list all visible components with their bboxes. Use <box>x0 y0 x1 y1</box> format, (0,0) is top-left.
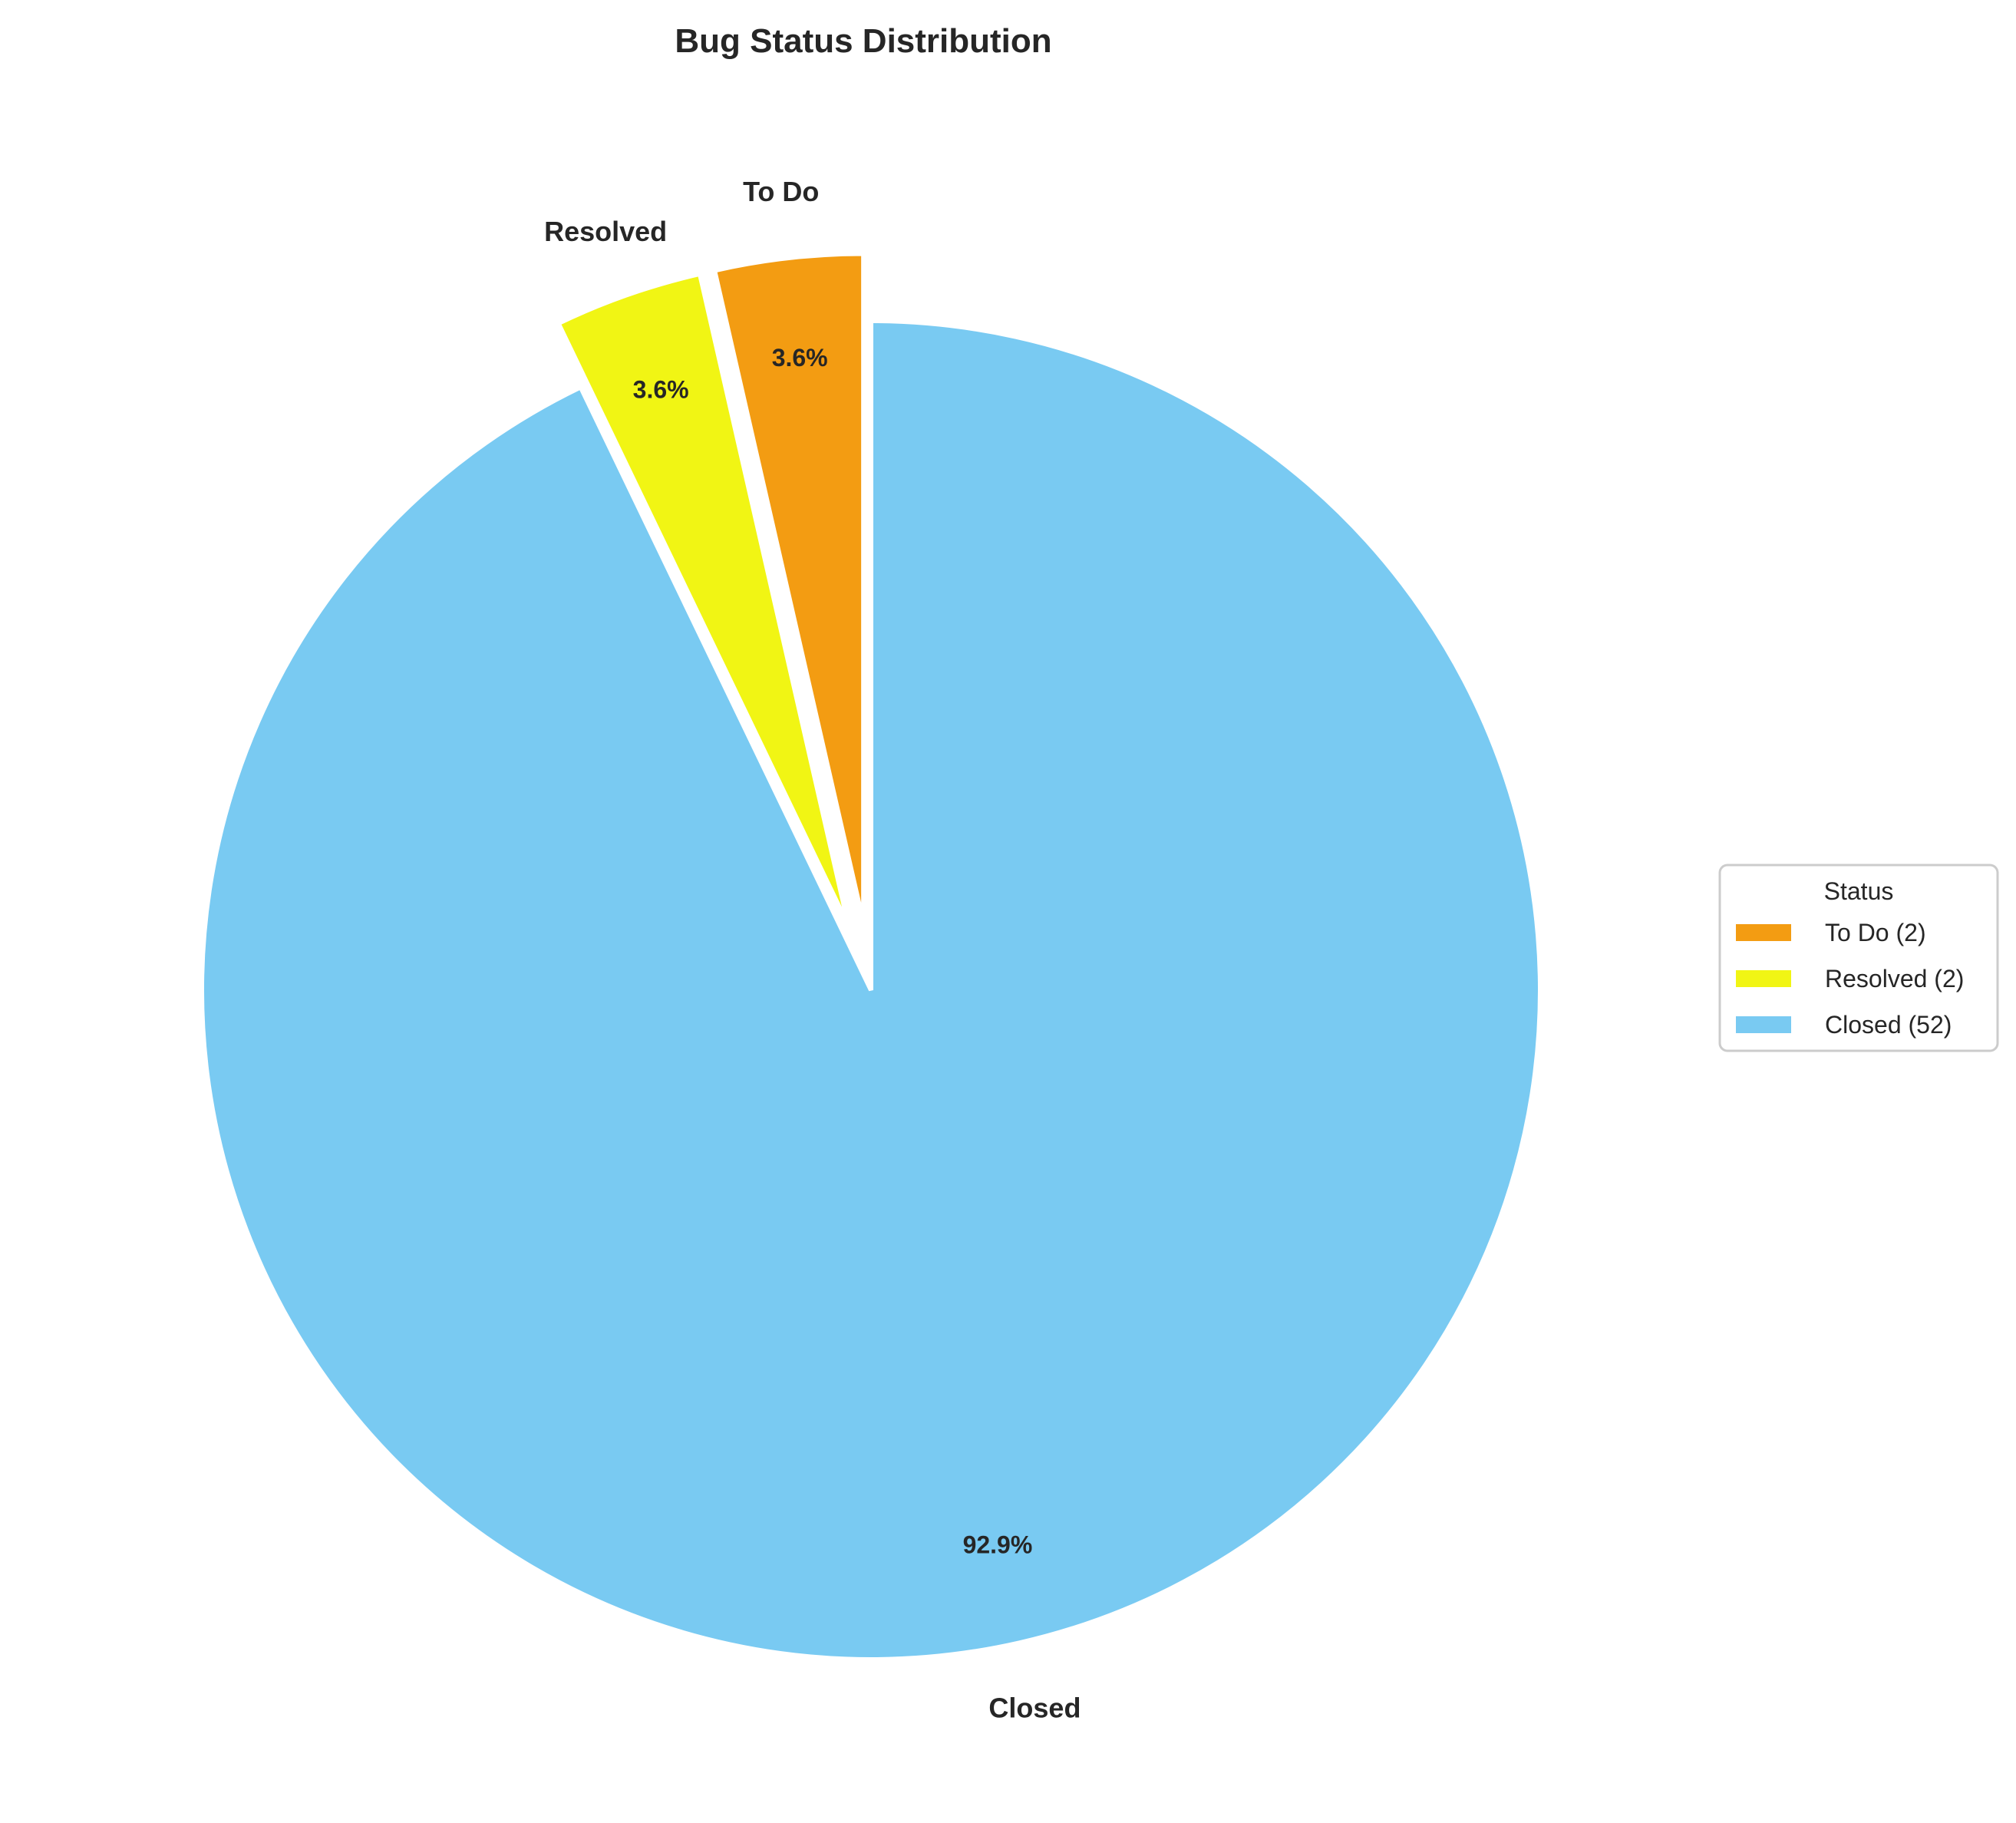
slice-label-closed: Closed <box>988 1693 1081 1724</box>
slice-label-to-do: To Do <box>743 176 819 207</box>
legend-box <box>1718 864 1999 1052</box>
legend-items: To Do (2) Resolved (2) Closed (52) <box>1736 919 1964 1039</box>
legend-label-resolved: Resolved (2) <box>1825 965 1964 992</box>
pie-slice-to-do <box>711 251 866 924</box>
legend-label-closed: Closed (52) <box>1825 1011 1952 1039</box>
pie-slice-resolved <box>555 271 851 928</box>
legend-swatch-resolved <box>1736 970 1791 987</box>
percent-label-resolved: 3.6% <box>633 375 689 403</box>
slice-label-resolved: Resolved <box>544 216 667 247</box>
chart-title: Bug Status Distribution <box>675 22 1051 60</box>
pie-slices <box>200 251 1543 1662</box>
legend-swatch-to-do <box>1736 924 1791 941</box>
slice-labels: 3.6% To Do 3.6% Resolved 92.9% Closed <box>544 176 1081 1724</box>
legend-title: Status <box>1824 877 1894 905</box>
percent-label-to-do: 3.6% <box>772 344 828 372</box>
percent-label-closed: 92.9% <box>963 1531 1033 1559</box>
legend-swatch-closed <box>1736 1016 1791 1033</box>
legend: Status To Do (2) Resolved (2) Closed (52) <box>1718 864 1999 1052</box>
legend-label-to-do: To Do (2) <box>1825 919 1926 946</box>
pie-slice-closed <box>200 318 1543 1662</box>
